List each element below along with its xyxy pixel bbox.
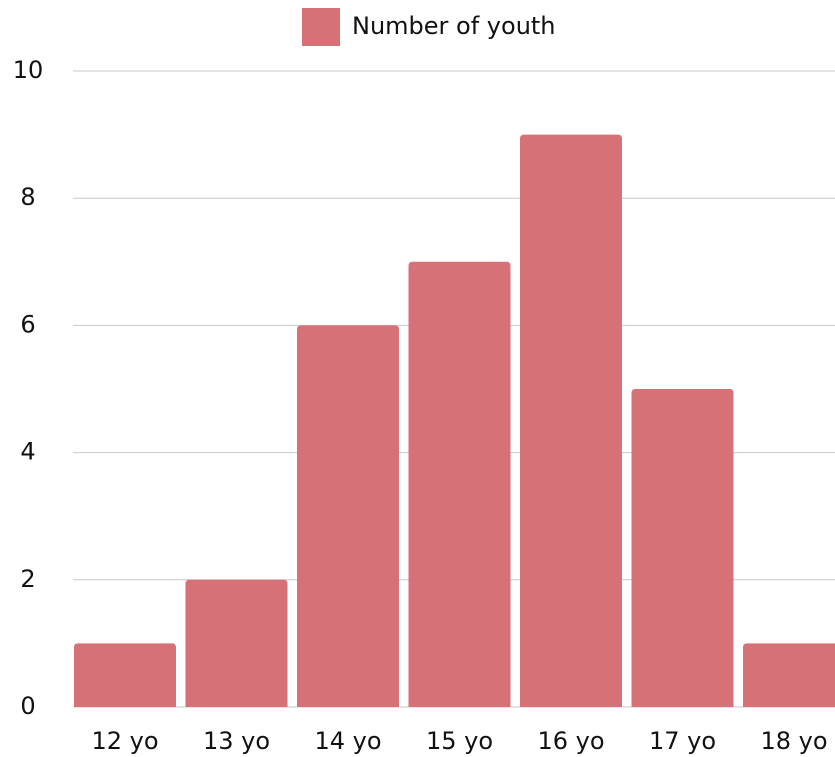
bar <box>74 643 176 707</box>
x-tick-label: 15 yo <box>426 727 493 755</box>
y-tick-label: 6 <box>20 310 35 338</box>
bar <box>743 643 835 707</box>
bar <box>408 261 511 707</box>
bar <box>631 389 734 707</box>
bar <box>185 579 288 707</box>
x-tick-label: 12 yo <box>91 727 158 755</box>
x-tick-label: 18 yo <box>760 727 827 755</box>
y-tick-label: 10 <box>13 56 44 84</box>
y-tick-label: 2 <box>20 565 35 593</box>
x-tick-label: 17 yo <box>649 727 716 755</box>
bars <box>74 134 835 708</box>
x-tick-label: 13 yo <box>203 727 270 755</box>
bar <box>297 325 399 707</box>
legend-label: Number of youth <box>352 12 556 40</box>
labels: 0 2 4 6 8 10 Number of youth 12 yo 13 yo 14 yo 15 … <box>13 8 828 755</box>
x-tick-label: 16 yo <box>537 727 604 755</box>
x-tick-label: 14 yo <box>314 727 381 755</box>
legend-swatch <box>302 8 340 46</box>
y-tick-label: 4 <box>20 438 35 466</box>
y-tick-label: 8 <box>20 183 35 211</box>
y-tick-label: 0 <box>20 692 35 720</box>
bar <box>520 134 622 708</box>
